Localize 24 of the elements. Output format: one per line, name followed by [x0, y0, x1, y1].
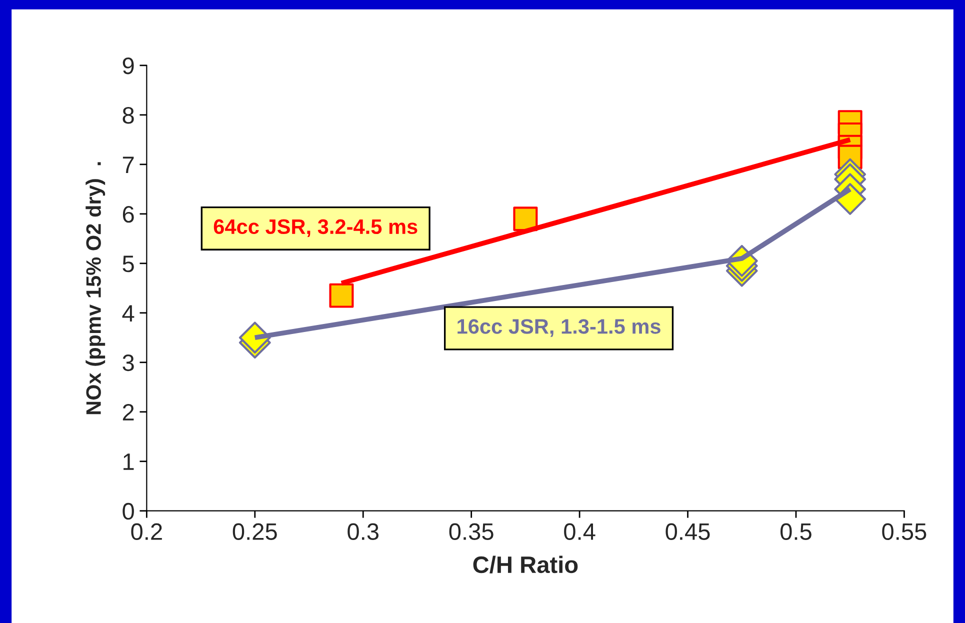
y-axis-title: NOx (ppmv 15% O2 dry) .	[86, 162, 106, 414]
y-tick-label: 7	[122, 156, 134, 173]
x-tick-label: 0.5	[780, 523, 812, 540]
x-tick-label: 0.4	[564, 523, 596, 540]
y-tick-label: 5	[122, 256, 134, 272]
y-tick-label: 3	[122, 354, 134, 372]
point	[513, 206, 538, 232]
series-label: 64cc JSR, 3.2-4.5 ms	[214, 219, 418, 238]
x-axis-title: C/H Ratio	[473, 556, 578, 574]
y-tick-label: 1	[124, 454, 134, 470]
y-tick-label: 2	[122, 404, 134, 420]
x-tick-label: 0.3	[348, 523, 378, 540]
x-tick-label: 0.35	[449, 523, 494, 540]
series-label: 16cc JSR, 1.3-1.5 ms	[458, 319, 660, 337]
x-tick-label: 0.25	[232, 523, 277, 540]
y-tick-label: 8	[122, 106, 134, 124]
x-tick-label: 0.55	[882, 523, 926, 540]
y-tick-label: 0	[122, 502, 134, 520]
x-tick-label: 0.45	[666, 523, 710, 540]
y-tick-label: 9	[122, 57, 134, 74]
x-tick-label: 0.2	[131, 523, 162, 540]
point	[329, 283, 354, 308]
y-tick-label: 6	[122, 206, 134, 223]
y-tick-label: 4	[122, 305, 134, 322]
